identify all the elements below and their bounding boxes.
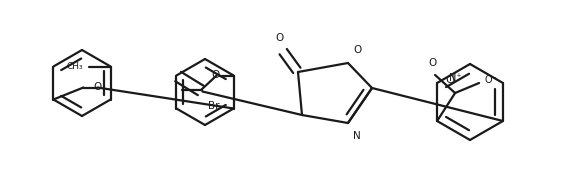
Text: Cl: Cl xyxy=(445,75,456,85)
Text: O: O xyxy=(353,45,361,55)
Text: O: O xyxy=(428,58,436,68)
Text: Br: Br xyxy=(208,101,220,111)
Text: O: O xyxy=(276,33,284,43)
Text: O: O xyxy=(93,82,102,91)
Text: O⁻: O⁻ xyxy=(484,75,497,85)
Text: O: O xyxy=(211,70,220,80)
Text: CH₃: CH₃ xyxy=(67,62,84,71)
Text: N⁺: N⁺ xyxy=(449,73,461,83)
Text: N: N xyxy=(353,131,361,141)
